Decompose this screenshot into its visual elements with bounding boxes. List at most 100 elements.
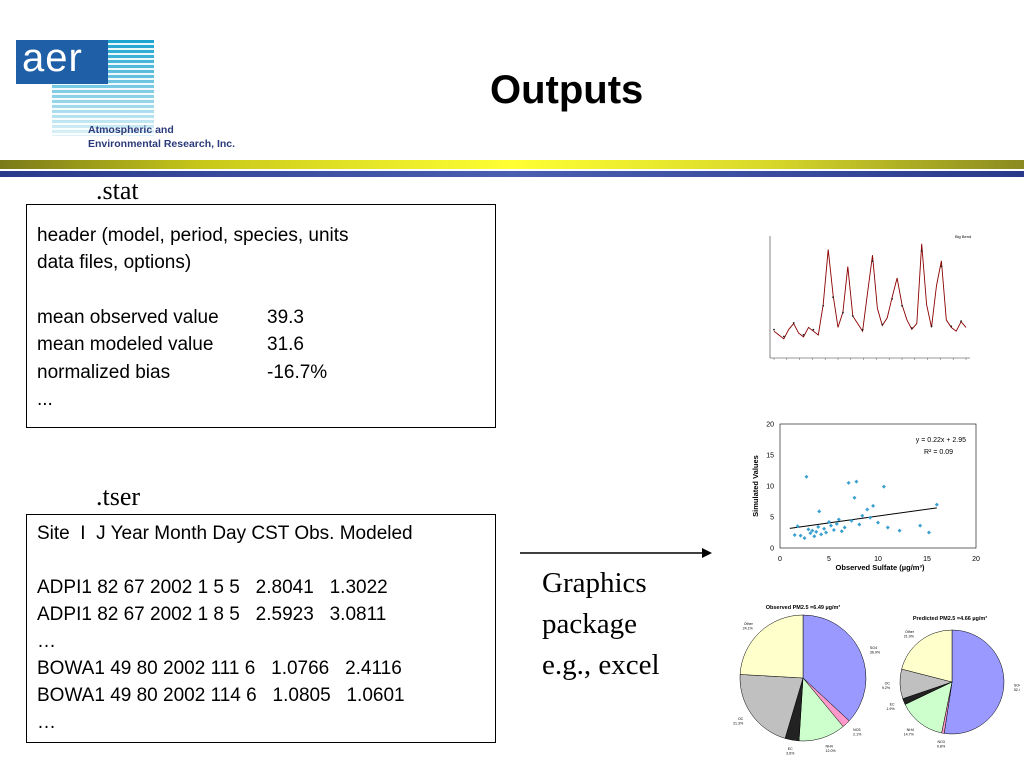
timeseries-chart: Big Bend [769, 234, 971, 360]
scatter-point [846, 480, 851, 485]
x-tick-group [773, 358, 967, 360]
scatter-point [822, 526, 827, 531]
observed-point [773, 328, 775, 331]
x-axis-label: Observed Sulfate (µg/m³) [836, 563, 925, 572]
scatter-point [828, 523, 833, 528]
observed-point [920, 250, 923, 252]
pie-slice [802, 614, 867, 722]
observed-point [812, 328, 815, 331]
tser-row: ADPI1 82 67 2002 1 5 5 2.8041 1.3022 [37, 577, 388, 598]
stat-row-value: -16.7% [267, 362, 328, 383]
y-tick-label: 10 [766, 484, 774, 491]
tser-box: Site I J Year Month Day CST Obs. Modeled… [26, 514, 496, 743]
scatter-point [798, 533, 803, 538]
observed-point [960, 320, 962, 323]
scatter-point [868, 515, 873, 520]
observed-point [891, 298, 894, 300]
arrow-right-icon [520, 548, 712, 558]
slice-percent: 9.2% [882, 686, 891, 690]
scatter-point [834, 521, 839, 526]
scatter-point [808, 531, 813, 536]
slice-label: EC [788, 747, 793, 751]
slice-percent: 21.0% [904, 635, 915, 639]
scatter-point [885, 525, 890, 530]
graphics-package-text: Graphics package e.g., excel [542, 563, 660, 686]
scatter-point [839, 529, 844, 534]
scatter-point [926, 530, 931, 535]
x-tick-label: 5 [827, 556, 831, 563]
stat-row-name: normalized bias [37, 362, 171, 383]
slice-percent: 2.1% [853, 733, 862, 737]
scatter-point [792, 532, 797, 537]
x-tick-label: 20 [972, 556, 980, 563]
tser-header: Site I J Year Month Day CST Obs. Modeled [37, 523, 413, 544]
slice-label: NH4 [907, 728, 914, 732]
y-tick-label: 5 [770, 515, 774, 522]
stat-row-name: mean observed value [37, 307, 219, 328]
pie-slice [943, 629, 1005, 735]
observed-point [940, 265, 943, 268]
pie-slice [901, 629, 953, 683]
observed-point [792, 321, 795, 324]
tser-row: BOWA1 49 80 2002 111 6 1.0766 2.4116 [37, 658, 402, 679]
observed-point [901, 304, 903, 307]
graphics-line: e.g., excel [542, 649, 660, 681]
slice-percent: 52.4% [1014, 688, 1020, 692]
y-tick-label: 0 [770, 546, 774, 553]
slice-percent: 1.9% [886, 707, 895, 711]
divider-bar-blue [0, 171, 1024, 177]
trend-line [789, 507, 937, 529]
pie-charts: Observed PM2.5 =6.49 µg/m³ Predicted PM2… [733, 604, 1020, 755]
pie-title-predicted: Predicted PM2.5 =4.66 µg/m³ [913, 615, 987, 622]
r-squared: R² = 0.09 [924, 449, 953, 456]
observed-point [822, 304, 825, 307]
slice-percent: 36.9% [870, 650, 881, 654]
slice-label: Other [905, 630, 915, 634]
tser-row: … [37, 631, 56, 652]
x-tick-label: 15 [923, 556, 931, 563]
scatter-point [816, 524, 821, 529]
slice-percent: 24.1% [743, 626, 754, 630]
observed-point [871, 260, 874, 263]
scatter-point [881, 484, 886, 489]
observed-point [842, 311, 844, 314]
slice-label: OC [885, 681, 891, 685]
slice-label: NO3 [937, 740, 944, 744]
slice-percent: 12.0% [826, 749, 837, 753]
scatter-point [827, 519, 831, 524]
observed-point [950, 325, 953, 328]
x-tick-label: 10 [874, 556, 882, 563]
graphics-line: Graphics [542, 567, 647, 599]
pie-title-observed: Observed PM2.5 =6.49 µg/m³ [766, 604, 841, 611]
series-points [773, 250, 962, 338]
observed-point [881, 323, 884, 326]
scatter-point [836, 517, 841, 522]
scatter-point [865, 507, 870, 512]
graphics-line: package [542, 608, 637, 640]
y-axis-label: Simulated Values [751, 455, 760, 517]
tser-row: … [37, 712, 56, 733]
stat-row-name: mean modeled value [37, 334, 214, 355]
scatter-point [810, 528, 815, 533]
scatter-point [804, 474, 809, 479]
observed-point [802, 333, 805, 336]
x-tick-label: 0 [778, 556, 782, 563]
tser-row: BOWA1 49 80 2002 114 6 1.0805 1.0601 [37, 685, 405, 706]
scatter-point [817, 509, 822, 514]
tser-row: ADPI1 82 67 2002 1 8 5 2.5923 3.0811 [37, 604, 387, 625]
logo-text-line1: Atmospheric and [88, 124, 174, 136]
scatter-point [795, 524, 800, 529]
scatter-chart: 0 5 10 15 20 0 5 10 15 20 y = 0.22x + 2.95 R² = 0… [751, 422, 980, 573]
slice-label: SO4 [1014, 684, 1020, 688]
chart-title: Big Bend [955, 234, 971, 239]
scatter-points [792, 474, 939, 541]
scatter-point [871, 503, 876, 508]
logo-wordmark: aer [22, 36, 83, 80]
plot-area [779, 423, 977, 549]
observed-point [910, 327, 913, 329]
logo-block: aer [16, 36, 108, 84]
slice-label: NH4 [826, 744, 833, 748]
scatter-point [860, 513, 865, 518]
